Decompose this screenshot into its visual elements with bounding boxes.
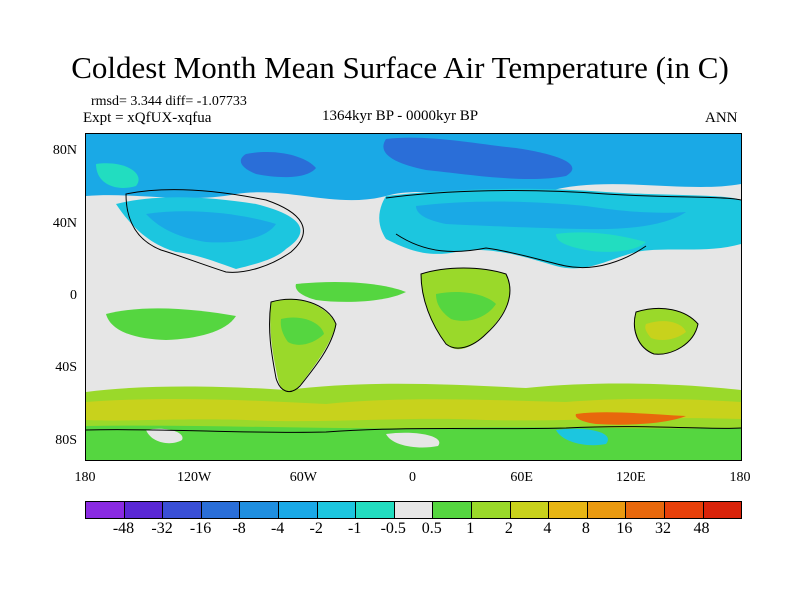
colorbar-swatch bbox=[703, 502, 742, 518]
colorbar-swatch bbox=[124, 502, 164, 518]
colorbar-swatch bbox=[433, 502, 472, 518]
colorbar-swatch bbox=[240, 502, 279, 518]
experiment-label: Expt = xQfUX-xqfua bbox=[83, 110, 212, 126]
lat-tick: 40N bbox=[52, 215, 77, 231]
lon-tick: 120E bbox=[616, 470, 646, 485]
colorbar-label: 48 bbox=[693, 520, 710, 537]
colorbar-label: 8 bbox=[581, 520, 590, 537]
rmsd-diff-stats: rmsd= 3.344 diff= -1.07733 bbox=[91, 94, 247, 109]
lon-tick: 180 bbox=[74, 470, 96, 485]
colorbar-label: 2 bbox=[504, 520, 513, 537]
colorbar-label: -16 bbox=[189, 520, 212, 537]
temperature-map bbox=[85, 133, 742, 461]
season-label: ANN bbox=[705, 110, 738, 126]
colorbar-swatch bbox=[278, 502, 318, 518]
colorbar-label: -4 bbox=[270, 520, 285, 537]
colorbar-label: 4 bbox=[543, 520, 552, 537]
lon-tick: 60W bbox=[289, 470, 317, 485]
colorbar-label: -1 bbox=[348, 520, 362, 537]
colorbar-swatch bbox=[471, 502, 511, 518]
plot-title: Coldest Month Mean Surface Air Temperatu… bbox=[71, 50, 729, 85]
colorbar-swatch bbox=[201, 502, 241, 518]
colorbar-swatch bbox=[163, 502, 202, 518]
colorbar-swatch bbox=[664, 502, 704, 518]
colorbar-label: 0.5 bbox=[421, 520, 442, 537]
lon-tick: 0 bbox=[409, 470, 416, 485]
colorbar-swatch bbox=[510, 502, 550, 518]
colorbar-label: -2 bbox=[309, 520, 323, 537]
map-field bbox=[86, 134, 741, 460]
lat-tick: 80N bbox=[52, 143, 77, 159]
lat-tick: 80S bbox=[55, 432, 77, 448]
colorbar-swatch bbox=[626, 502, 665, 518]
colorbar-label: -32 bbox=[151, 520, 173, 537]
colorbar bbox=[85, 501, 742, 519]
lat-tick: 0 bbox=[70, 288, 77, 303]
colorbar-swatch bbox=[549, 502, 588, 518]
lon-tick: 180 bbox=[729, 470, 751, 485]
colorbar-label: 1 bbox=[466, 520, 475, 537]
period-label: 1364kyr BP - 0000kyr BP bbox=[321, 108, 479, 124]
colorbar-swatch bbox=[317, 502, 357, 518]
colorbar-label: 32 bbox=[654, 520, 671, 537]
colorbar-swatch bbox=[394, 502, 434, 518]
colorbar-swatch bbox=[587, 502, 627, 518]
colorbar-label: -8 bbox=[232, 520, 246, 537]
colorbar-label: -48 bbox=[112, 520, 135, 537]
lat-tick: 40S bbox=[55, 360, 77, 376]
colorbar-swatch bbox=[86, 502, 125, 518]
colorbar-label: -0.5 bbox=[380, 520, 406, 537]
lon-tick: 120W bbox=[177, 470, 212, 485]
colorbar-label: 16 bbox=[616, 520, 633, 537]
lon-tick: 60E bbox=[510, 470, 533, 485]
colorbar-swatch bbox=[356, 502, 395, 518]
